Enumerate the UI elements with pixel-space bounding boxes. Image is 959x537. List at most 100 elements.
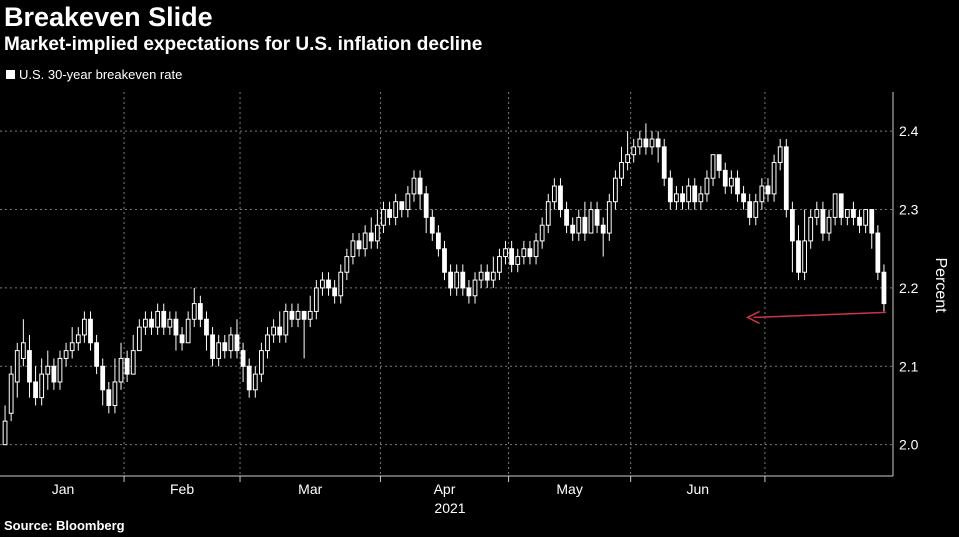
candle-body [442, 248, 447, 273]
candle-body [429, 216, 435, 234]
candle-body [698, 193, 704, 203]
candle-body [832, 193, 838, 218]
candle-body [45, 365, 51, 375]
candle-body [136, 326, 142, 352]
candle-body [527, 248, 533, 258]
candle-body [863, 209, 869, 226]
candle-body [313, 287, 319, 312]
candle-body [75, 334, 81, 344]
arrow-head [745, 310, 760, 325]
candle-body [210, 334, 215, 359]
candle-body [185, 318, 191, 344]
candle-body [161, 310, 167, 328]
candle-body [649, 138, 655, 148]
candle-body [716, 154, 722, 171]
candle-body [405, 193, 411, 211]
candle-body [637, 138, 643, 148]
candle-body [417, 177, 423, 195]
candle-body [283, 310, 289, 336]
candle-body [149, 318, 154, 328]
candle-body [222, 342, 228, 352]
candle-body [600, 224, 606, 234]
candle-body [51, 365, 57, 383]
candle-body [448, 271, 453, 289]
candle-body [619, 162, 624, 179]
candle-body [454, 271, 460, 289]
candle-body [735, 177, 740, 195]
y-tick-label: 2.4 [899, 123, 919, 139]
candle-body [301, 310, 307, 320]
candle-body [106, 389, 112, 406]
candle-body [509, 248, 515, 265]
candle-body [344, 256, 350, 273]
candle-body [851, 209, 856, 218]
candle-body [820, 209, 826, 234]
source-note: Source: Bloomberg [4, 518, 125, 533]
candle-body [307, 310, 313, 320]
candle-body [8, 373, 14, 414]
candle-body [228, 334, 234, 352]
candle-body [88, 318, 93, 344]
candle-body [112, 381, 118, 406]
candle-body [564, 209, 569, 226]
candle-body [350, 240, 356, 258]
candle-body [118, 357, 124, 383]
candle-body [246, 365, 252, 391]
candle-body [173, 318, 179, 336]
chart-subtitle: Market-implied expectations for U.S. inf… [4, 34, 483, 55]
axis-ticks: 2.0 2.1 2.2 2.3 2.4 Jan Feb Mar Apr May Jun [52, 123, 919, 497]
x-tick-label: Feb [170, 481, 194, 497]
legend: U.S. 30-year breakeven rate [6, 67, 182, 82]
candle-body [2, 420, 8, 446]
candle-body [484, 271, 490, 281]
candle-body [576, 216, 582, 234]
candle-body [796, 240, 801, 273]
candle-body [722, 169, 728, 187]
candle-body [381, 209, 386, 226]
candle-body [277, 326, 283, 336]
candle-body [252, 373, 258, 391]
y-tick-label: 2.2 [899, 280, 919, 296]
candle-body [875, 232, 881, 273]
candle-body [497, 256, 502, 273]
candle-body [503, 248, 508, 258]
x-tick-label: May [556, 481, 582, 497]
candle-body [667, 177, 673, 203]
arrow-line [753, 311, 886, 319]
candle-body [686, 185, 692, 203]
candle-body [234, 334, 240, 352]
candle-body [881, 271, 887, 305]
candle-body [710, 154, 716, 179]
candle-body [326, 279, 331, 289]
year-label: 2021 [434, 500, 465, 516]
candle-body [94, 342, 99, 367]
candle-body [741, 193, 746, 203]
candle-body [692, 185, 698, 203]
candle-body [674, 193, 679, 203]
legend-label: U.S. 30-year breakeven rate [19, 67, 183, 82]
candle-body [399, 201, 405, 211]
candle-body [155, 310, 161, 328]
candle-body [539, 224, 545, 242]
candle-body [747, 201, 753, 218]
candle-body [259, 350, 264, 375]
candle-body [167, 318, 173, 328]
candle-body [728, 177, 734, 187]
y-axis-label: Percent [932, 257, 949, 313]
candle-body [558, 185, 563, 211]
candle-body [490, 271, 496, 281]
candle-body [783, 146, 789, 211]
candle-body [63, 350, 69, 359]
candle-body [570, 224, 576, 234]
candle-body [368, 232, 374, 242]
candle-body [191, 303, 197, 320]
candle-body [33, 381, 38, 399]
candle-body [57, 357, 63, 383]
candle-body [765, 185, 771, 195]
candle-body [14, 350, 20, 383]
candle-body [808, 216, 814, 242]
candle-body [857, 216, 862, 226]
y-tick-label: 2.1 [899, 358, 919, 374]
candle-body [588, 209, 594, 234]
